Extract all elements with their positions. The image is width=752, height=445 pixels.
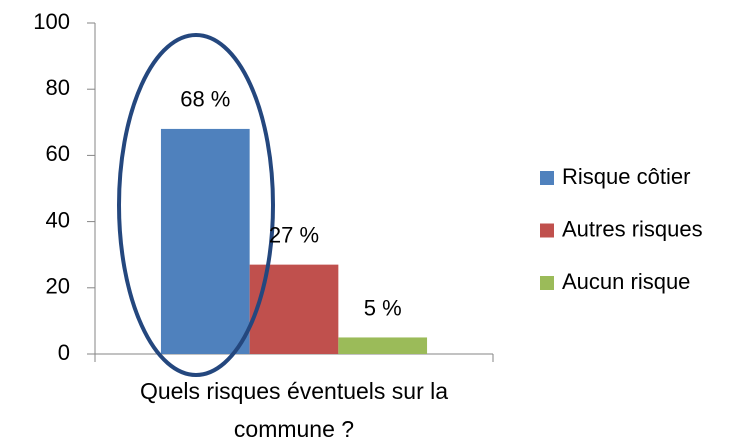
data-label: 5 % [364, 295, 402, 320]
highlight-ellipse [117, 33, 275, 377]
legend-label: Aucun risque [562, 269, 690, 294]
legend-swatch [540, 276, 554, 290]
legend-swatch [540, 223, 554, 238]
legend-label: Risque côtier [562, 164, 690, 189]
bar [249, 264, 339, 354]
data-label: 68 % [180, 87, 230, 112]
y-tick-label: 20 [46, 274, 70, 299]
bar [338, 337, 428, 354]
y-tick-label: 0 [58, 340, 70, 365]
y-tick-label: 80 [46, 75, 70, 100]
y-tick-label: 40 [46, 207, 70, 232]
bar [160, 128, 250, 354]
data-label: 27 % [269, 222, 319, 247]
legend-label: Autres risques [562, 216, 703, 241]
plot [160, 128, 428, 354]
y-tick-label: 60 [46, 141, 70, 166]
x-category-label: Quels risques éventuels sur la commune ? [139, 378, 449, 442]
legend-swatch [540, 171, 554, 185]
y-tick-label: 100 [33, 9, 70, 34]
